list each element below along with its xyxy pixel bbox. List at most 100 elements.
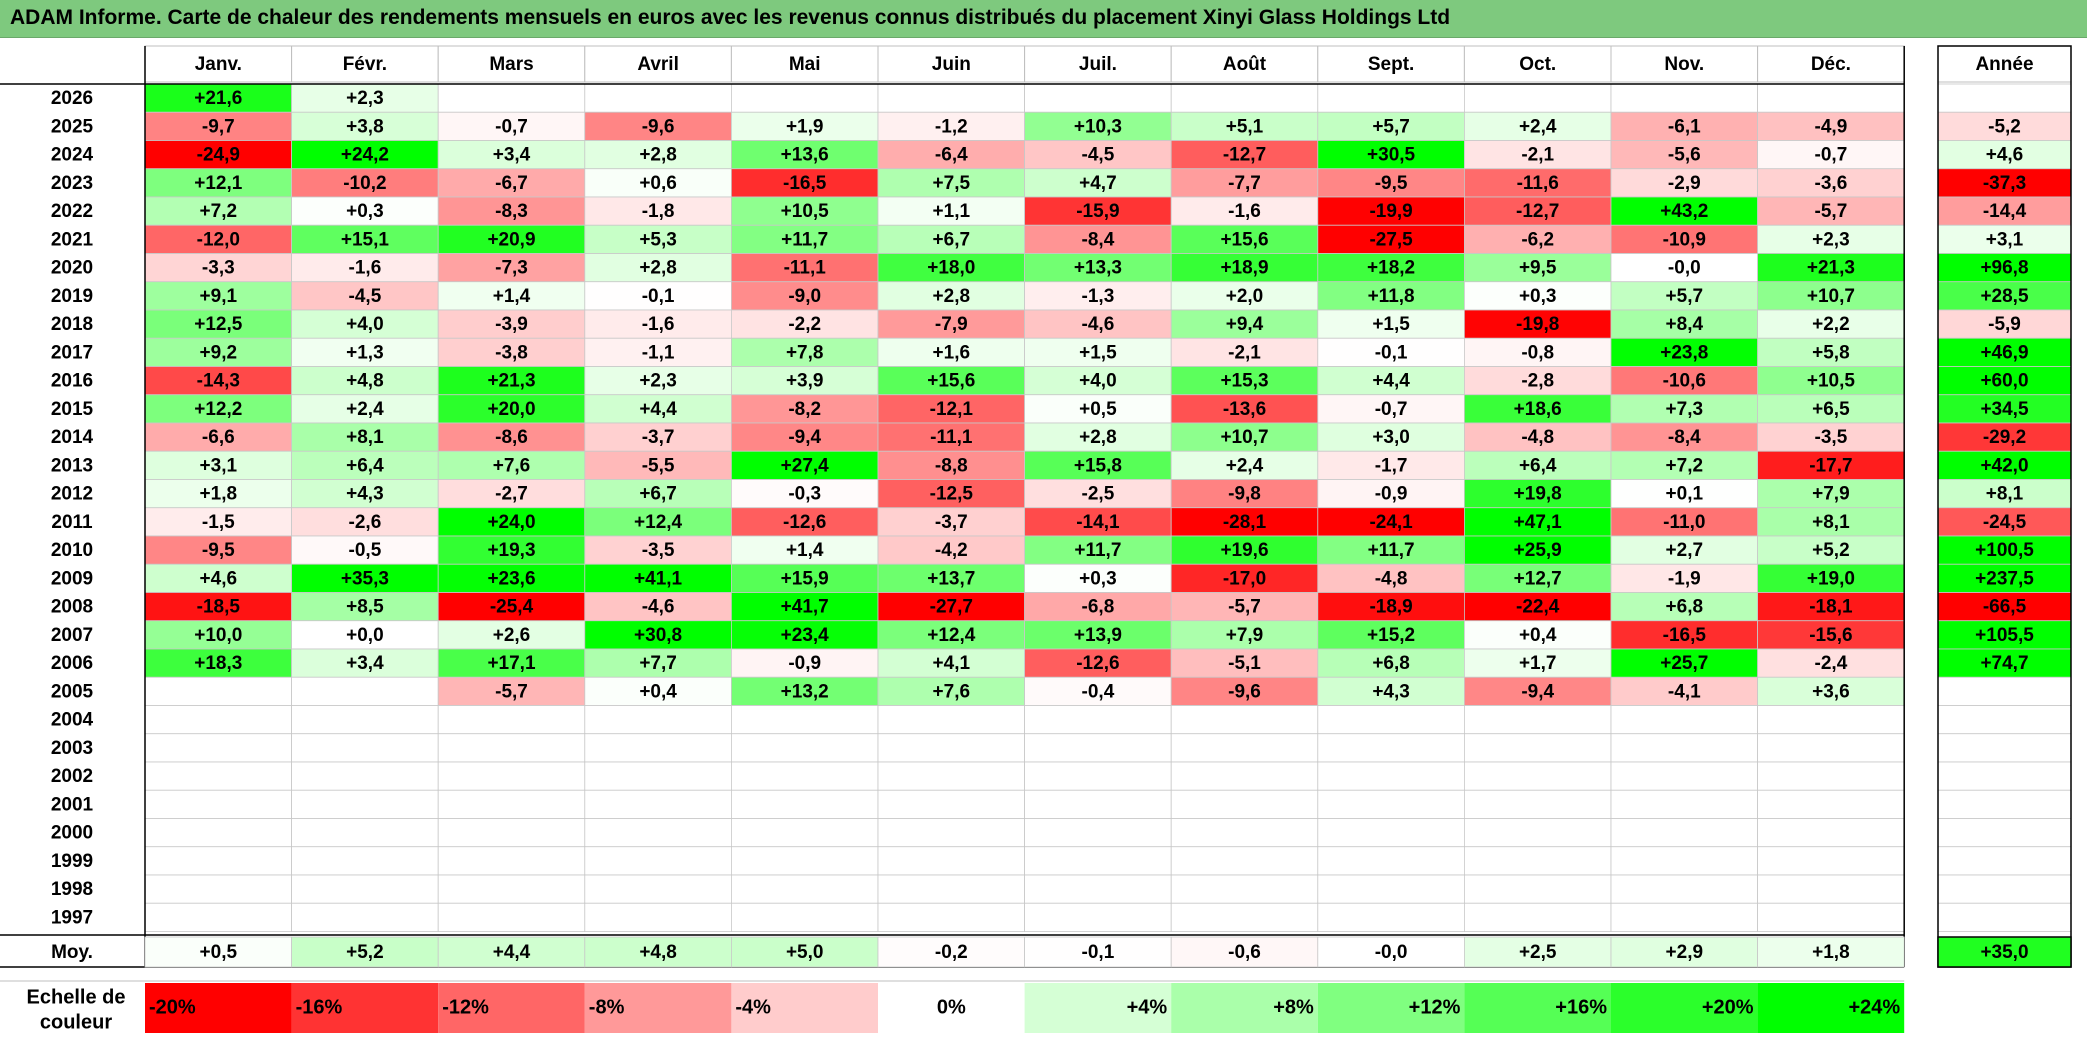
cell-value: +20,0 <box>487 399 535 420</box>
heatmap-cell <box>1170 168 1319 198</box>
cell-value: -6,6 <box>202 427 235 448</box>
cell-value: +21,3 <box>487 371 535 392</box>
avg-cell <box>144 936 293 968</box>
heatmap-cell <box>731 394 879 424</box>
heatmap-cell <box>1024 733 1172 763</box>
heatmap-cell <box>1610 761 1759 791</box>
heatmap-cell <box>731 818 879 848</box>
cell-value: -6,8 <box>1082 597 1115 618</box>
heatmap-cell <box>291 83 439 113</box>
heatmap-cell <box>1464 450 1612 480</box>
month-header: Juil. <box>1079 54 1117 75</box>
cell-value: +15,2 <box>1367 625 1415 646</box>
cell-value: +41,7 <box>781 597 829 618</box>
heatmap-cell <box>1170 846 1319 876</box>
scale-title: couleur <box>40 1011 112 1033</box>
heatmap-cell <box>584 168 732 198</box>
heatmap-cell <box>1024 366 1172 396</box>
heatmap-cell <box>1464 83 1612 113</box>
heatmap-cell <box>731 309 879 339</box>
cell-value: +3,9 <box>786 371 824 392</box>
cell-value: -7,7 <box>1228 173 1261 194</box>
month-header: Sept. <box>1368 54 1414 75</box>
cell-value: -0,8 <box>1521 342 1554 363</box>
heatmap-cell <box>291 366 439 396</box>
cell-value: +18,3 <box>194 653 242 674</box>
month-header: Déc. <box>1811 54 1851 75</box>
heatmap-cell <box>731 281 879 311</box>
cell-value: +0,4 <box>639 681 677 702</box>
heatmap-cell <box>1317 224 1465 254</box>
heatmap-cell <box>437 902 586 932</box>
month-header: Févr. <box>343 54 387 75</box>
cell-value: -15,6 <box>1809 625 1852 646</box>
heatmap-cell <box>1757 874 1905 904</box>
heatmap-cell <box>291 620 439 650</box>
cell-value: -0,7 <box>1375 399 1408 420</box>
heatmap-cell <box>1757 83 1905 113</box>
heatmap-cell <box>1610 789 1759 819</box>
cell-value: -6,2 <box>1521 229 1554 250</box>
heatmap-cell <box>1757 733 1905 763</box>
cell-value: +3,8 <box>346 116 384 137</box>
cell-value: +13,9 <box>1074 625 1122 646</box>
heatmap-cell <box>1757 789 1905 819</box>
year-label: 2018 <box>51 314 93 335</box>
cell-value: -1,6 <box>1228 201 1261 222</box>
year-label: 2014 <box>51 427 94 448</box>
cell-value: -16,5 <box>1663 625 1707 646</box>
heatmap-cell <box>437 366 586 396</box>
cell-value: -12,6 <box>1076 653 1119 674</box>
heatmap-cell <box>1464 874 1612 904</box>
cell-value: -27,7 <box>930 597 973 618</box>
cell-value: +7,9 <box>1226 625 1264 646</box>
cell-value: +2,4 <box>1226 455 1264 476</box>
heatmap-cell <box>437 846 586 876</box>
heatmap-cell <box>1170 281 1319 311</box>
heatmap-cell <box>1757 902 1905 932</box>
heatmap-cell <box>291 676 439 706</box>
cell-value: -14,1 <box>1076 512 1120 533</box>
cell-value: +10,0 <box>194 625 242 646</box>
heatmap-cell <box>1024 535 1172 565</box>
annual-cell <box>1937 394 2072 424</box>
cell-value: -12,1 <box>930 399 974 420</box>
cell-value: +6,8 <box>1666 597 1704 618</box>
annual-value: +74,7 <box>1980 653 2028 674</box>
heatmap-cell <box>731 789 879 819</box>
heatmap-cell <box>1757 592 1905 622</box>
heatmap-cell <box>1317 281 1465 311</box>
cell-value: +2,3 <box>639 371 677 392</box>
cell-value: +2,2 <box>1812 314 1850 335</box>
cell-value: -7,9 <box>935 314 968 335</box>
heatmap-cell <box>1170 224 1319 254</box>
cell-value: -8,2 <box>788 399 821 420</box>
annual-cell <box>1937 902 2072 932</box>
cell-value: +1,3 <box>346 342 384 363</box>
heatmap-cell <box>1757 563 1905 593</box>
heatmap-cell <box>877 196 1026 226</box>
cell-value: +8,4 <box>1666 314 1704 335</box>
avg-annual-value: +35,0 <box>1980 942 2028 963</box>
cell-value: +6,8 <box>1372 653 1410 674</box>
year-label: 2011 <box>51 512 93 533</box>
cell-value: -5,5 <box>642 455 675 476</box>
heatmap-cell <box>584 818 732 848</box>
cell-value: -1,5 <box>202 512 235 533</box>
annual-cell <box>1937 366 2072 396</box>
cell-value: -0,9 <box>788 653 821 674</box>
annual-value: +3,1 <box>1986 229 2024 250</box>
heatmap-cell <box>584 676 732 706</box>
heatmap-cell <box>1317 83 1465 113</box>
heatmap-cell <box>437 874 586 904</box>
heatmap-cell <box>731 563 879 593</box>
heatmap-cell <box>1757 507 1905 537</box>
avg-value: -0,0 <box>1375 942 1408 963</box>
heatmap-cell <box>584 563 732 593</box>
cell-value: +11,8 <box>1368 286 1415 307</box>
heatmap-cell <box>877 366 1026 396</box>
annual-value: +8,1 <box>1986 484 2024 505</box>
heatmap-cell <box>291 111 439 141</box>
avg-value: +0,5 <box>200 942 238 963</box>
cell-value: +15,9 <box>781 568 829 589</box>
